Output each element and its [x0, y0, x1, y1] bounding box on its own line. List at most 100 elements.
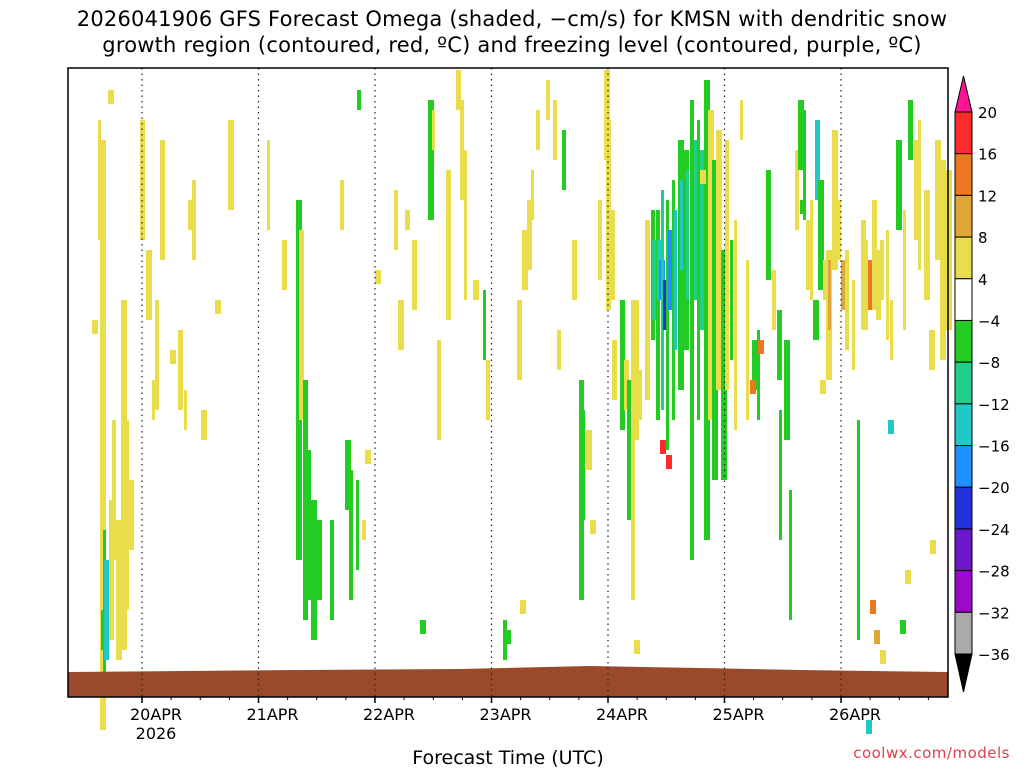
omega-cell	[779, 410, 782, 540]
omega-cell	[806, 220, 810, 290]
omega-cell	[420, 620, 426, 634]
colorbar-swatch	[954, 570, 973, 613]
omega-cell	[517, 300, 522, 380]
x-tick-label: 23APR	[479, 705, 531, 724]
omega-cell	[405, 210, 410, 230]
omega-cell	[704, 80, 710, 540]
omega-cell	[652, 240, 656, 320]
omega-cell	[527, 200, 532, 270]
colorbar-swatch	[954, 153, 973, 196]
omega-cell	[362, 520, 366, 540]
omega-cell	[606, 120, 611, 310]
omega-cell	[638, 370, 642, 420]
omega-cell	[624, 360, 629, 410]
omega-cell	[810, 200, 813, 300]
credit-link[interactable]: coolwx.com/models	[853, 744, 1010, 762]
omega-cell	[686, 170, 689, 300]
omega-cell	[486, 360, 490, 420]
colorbar-swatch	[954, 278, 973, 321]
omega-cell	[184, 390, 187, 430]
omega-cell	[152, 380, 155, 420]
omega-cell	[178, 330, 183, 410]
omega-cell	[428, 100, 434, 220]
colorbar-swatch	[954, 445, 973, 488]
omega-cell	[740, 100, 743, 140]
omega-cell	[612, 340, 617, 400]
omega-cell	[694, 140, 699, 300]
colorbar-label: −24	[978, 521, 1010, 539]
omega-cell	[876, 250, 881, 320]
omega-cell	[412, 240, 417, 310]
omega-cell	[798, 100, 804, 170]
omega-cell	[784, 340, 790, 440]
colorbar-swatch	[954, 194, 973, 238]
omega-cell	[758, 340, 764, 354]
omega-cell	[536, 110, 540, 150]
omega-cell	[228, 120, 234, 210]
omega-cell	[610, 210, 615, 300]
omega-cell	[627, 380, 633, 520]
omega-cell	[930, 540, 936, 554]
omega-cell	[140, 120, 145, 240]
omega-cell	[674, 210, 677, 350]
colorbar: 20 16 12 8 4 −4 −8 −12 −16 −20 −24 −28 −32 −36	[954, 75, 1010, 693]
omega-cell	[620, 300, 625, 430]
omega-cell	[896, 140, 902, 230]
colorbar-label: −28	[978, 563, 1010, 581]
x-tick-label: 24APR	[596, 705, 648, 724]
colorbar-label: 12	[978, 187, 997, 205]
ground-fill	[68, 666, 948, 697]
colorbar-swatch	[954, 611, 973, 655]
omega-cell	[886, 230, 889, 340]
colorbar-label: 4	[978, 271, 988, 289]
colorbar-swatch	[954, 111, 973, 155]
omega-shading-layer	[92, 70, 952, 734]
colorbar-label: −4	[978, 312, 1000, 330]
omega-cell	[522, 230, 528, 290]
omega-cell	[668, 230, 672, 310]
omega-cell	[908, 100, 913, 160]
omega-cell	[394, 190, 398, 250]
omega-cell	[92, 320, 98, 334]
plot-frame	[67, 67, 949, 698]
omega-cell	[631, 300, 635, 600]
omega-cell	[857, 420, 860, 640]
x-tick-label: 20APR	[130, 705, 182, 724]
colorbar-label: −12	[978, 396, 1010, 414]
omega-cell	[836, 200, 841, 260]
omega-cell	[109, 500, 114, 640]
omega-cell	[546, 80, 550, 120]
omega-cell	[634, 300, 639, 440]
omega-cell	[572, 240, 577, 300]
omega-cell	[316, 520, 322, 600]
colorbar-swatch	[954, 361, 973, 405]
omega-cell	[582, 410, 585, 520]
omega-cell	[505, 630, 511, 644]
omega-cell	[690, 100, 694, 560]
omega-cell	[553, 100, 557, 160]
omega-cell	[645, 220, 650, 400]
omega-cell	[803, 110, 806, 220]
omega-cell	[520, 600, 526, 614]
colorbar-label: −32	[978, 604, 1010, 622]
omega-cell	[940, 160, 946, 360]
omega-cell	[730, 240, 733, 360]
omega-cell	[124, 420, 129, 610]
omega-cell	[700, 170, 706, 184]
omega-cell	[672, 180, 675, 420]
omega-cell	[903, 210, 906, 330]
omega-cell	[868, 260, 874, 310]
omega-cell	[865, 240, 868, 330]
colorbar-bottom-arrow	[954, 653, 973, 693]
omega-cell	[815, 120, 820, 200]
omega-cell	[823, 260, 826, 300]
colorbar-top-arrow	[954, 75, 973, 113]
omega-cell	[900, 620, 906, 634]
omega-cell	[146, 250, 152, 320]
omega-cell	[116, 520, 122, 660]
omega-cell	[866, 720, 872, 734]
omega-cell	[98, 120, 101, 240]
omega-cell	[813, 300, 819, 340]
omega-cell	[456, 70, 461, 110]
